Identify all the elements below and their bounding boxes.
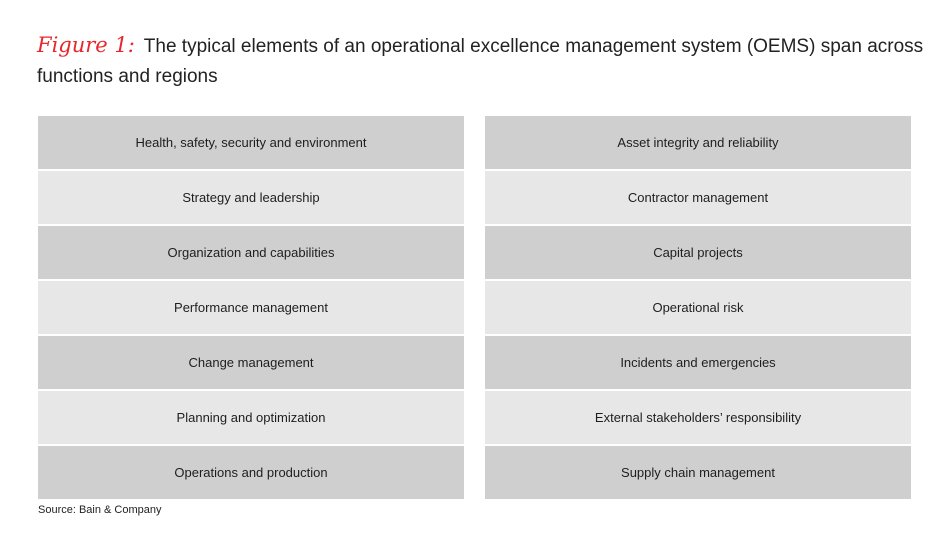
element-cell: Change management	[38, 336, 464, 389]
figure-label: Figure 1:	[37, 33, 135, 57]
element-cell: Performance management	[38, 281, 464, 334]
element-cell: Strategy and leadership	[38, 171, 464, 224]
element-cell: Supply chain management	[485, 446, 911, 499]
element-cell: Capital projects	[485, 226, 911, 279]
element-cell: Incidents and emergencies	[485, 336, 911, 389]
element-cell: Operational risk	[485, 281, 911, 334]
left-column: Health, safety, security and environment…	[38, 116, 464, 501]
element-cell: Planning and optimization	[38, 391, 464, 444]
figure-title: Figure 1: The typical elements of an ope…	[37, 30, 927, 92]
element-cell: External stakeholders’ responsibility	[485, 391, 911, 444]
figure-title-text: The typical elements of an operational e…	[37, 36, 924, 87]
element-cell: Organization and capabilities	[38, 226, 464, 279]
element-cell: Operations and production	[38, 446, 464, 499]
element-cell: Health, safety, security and environment	[38, 116, 464, 169]
element-cell: Asset integrity and reliability	[485, 116, 911, 169]
element-cell: Contractor management	[485, 171, 911, 224]
right-column: Asset integrity and reliability Contract…	[485, 116, 911, 501]
source-note: Source: Bain & Company	[38, 504, 162, 516]
